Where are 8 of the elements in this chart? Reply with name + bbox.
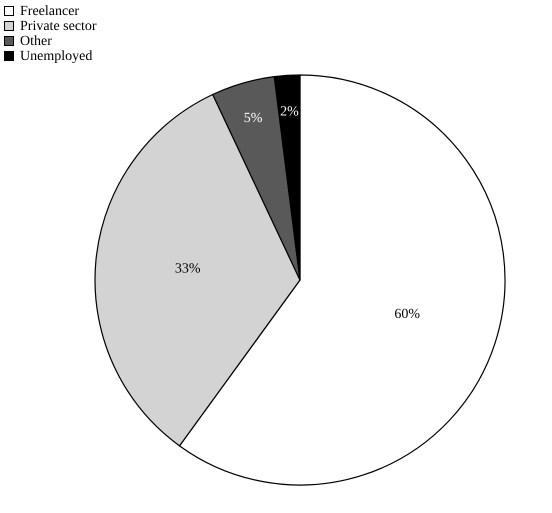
data-label: 5% — [244, 110, 263, 126]
data-label: 60% — [394, 307, 420, 322]
data-label: 2% — [280, 104, 300, 120]
legend-label: Other — [20, 34, 52, 49]
data-label: 33% — [174, 262, 201, 277]
legend-label: Freelancer — [20, 4, 80, 19]
legend-label: Private sector — [20, 19, 97, 34]
legend-label: Unemployed — [20, 49, 92, 64]
